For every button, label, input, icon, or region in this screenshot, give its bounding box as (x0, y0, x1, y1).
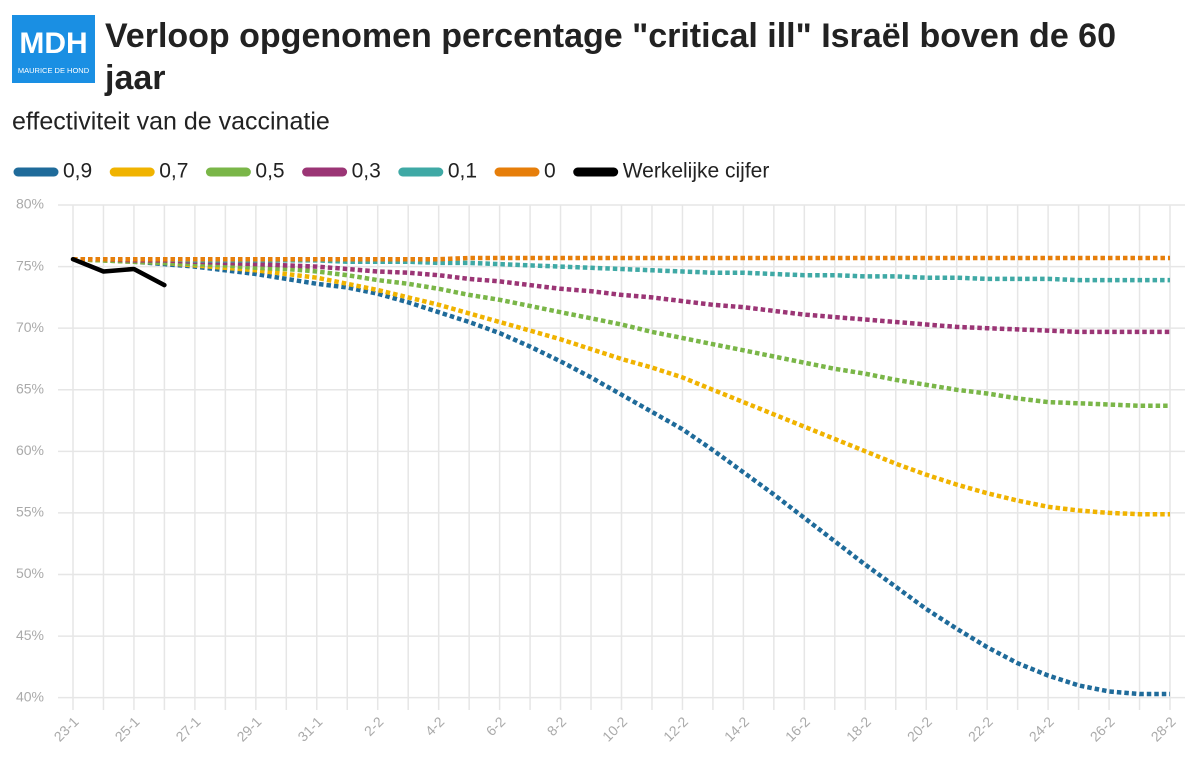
series-line (73, 255, 1170, 262)
x-tick-label: 29-1 (233, 713, 264, 744)
legend-label: 0 (544, 160, 556, 183)
series-line (72, 256, 1170, 517)
chart-title: Verloop opgenomen percentage "critical i… (105, 17, 1116, 55)
y-tick-label: 75% (16, 257, 44, 273)
series-line (72, 256, 1170, 409)
x-tick-label: 12-2 (660, 713, 691, 744)
plot (70, 255, 1170, 697)
y-tick-label: 45% (16, 627, 44, 643)
series-line (73, 256, 1170, 335)
legend-label: 0,1 (448, 160, 477, 183)
legend-label: 0,9 (63, 160, 92, 183)
x-tick-label: 24-2 (1026, 713, 1057, 744)
x-tick-label: 22-2 (965, 713, 996, 744)
y-tick-label: 80% (16, 196, 44, 212)
x-tick-label: 2-2 (361, 713, 387, 739)
legend: 0,9 0,7 0,5 0,3 0,1 0 Werkelijke cijfer (13, 160, 770, 183)
x-tick-label: 20-2 (904, 713, 935, 744)
logo-text: MDH (19, 27, 87, 60)
x-tick-label: 31-1 (294, 713, 325, 744)
series-line (70, 256, 167, 288)
grid: 40% 45% 50% 55% 60% 65% 70% 75% 80% 23-1 25-1 27-1 2… (16, 196, 1185, 745)
y-tick-label: 55% (16, 504, 44, 520)
y-tick-label: 40% (16, 688, 44, 704)
legend-label: 0,3 (352, 160, 381, 183)
x-tick-label: 6-2 (483, 713, 509, 739)
x-tick-label: 18-2 (843, 713, 874, 744)
logo-box (12, 15, 95, 83)
chart-subtitle: effectiviteit van de vaccinatie (12, 108, 330, 136)
x-tick-label: 23-1 (51, 713, 82, 744)
logo-subtext: MAURICE DE HOND (18, 66, 90, 75)
x-tick-label: 14-2 (721, 713, 752, 744)
x-tick-label: 28-2 (1148, 713, 1179, 744)
legend-label: Werkelijke cijfer (623, 160, 770, 183)
x-tick-label: 26-2 (1087, 713, 1118, 744)
y-tick-label: 60% (16, 442, 44, 458)
x-tick-label: 8-2 (544, 713, 570, 739)
x-tick-label: 27-1 (172, 713, 203, 744)
y-tick-label: 65% (16, 380, 44, 396)
y-tick-label: 70% (16, 319, 44, 335)
x-tick-label: 25-1 (112, 713, 143, 744)
chart-title: jaar (104, 59, 166, 97)
series-line (72, 256, 1170, 697)
y-tick-label: 50% (16, 565, 44, 581)
x-tick-label: 16-2 (782, 713, 813, 744)
x-tick-label: 10-2 (599, 713, 630, 744)
legend-label: 0,5 (255, 160, 284, 183)
x-tick-label: 4-2 (422, 713, 448, 739)
legend-label: 0,7 (159, 160, 188, 183)
